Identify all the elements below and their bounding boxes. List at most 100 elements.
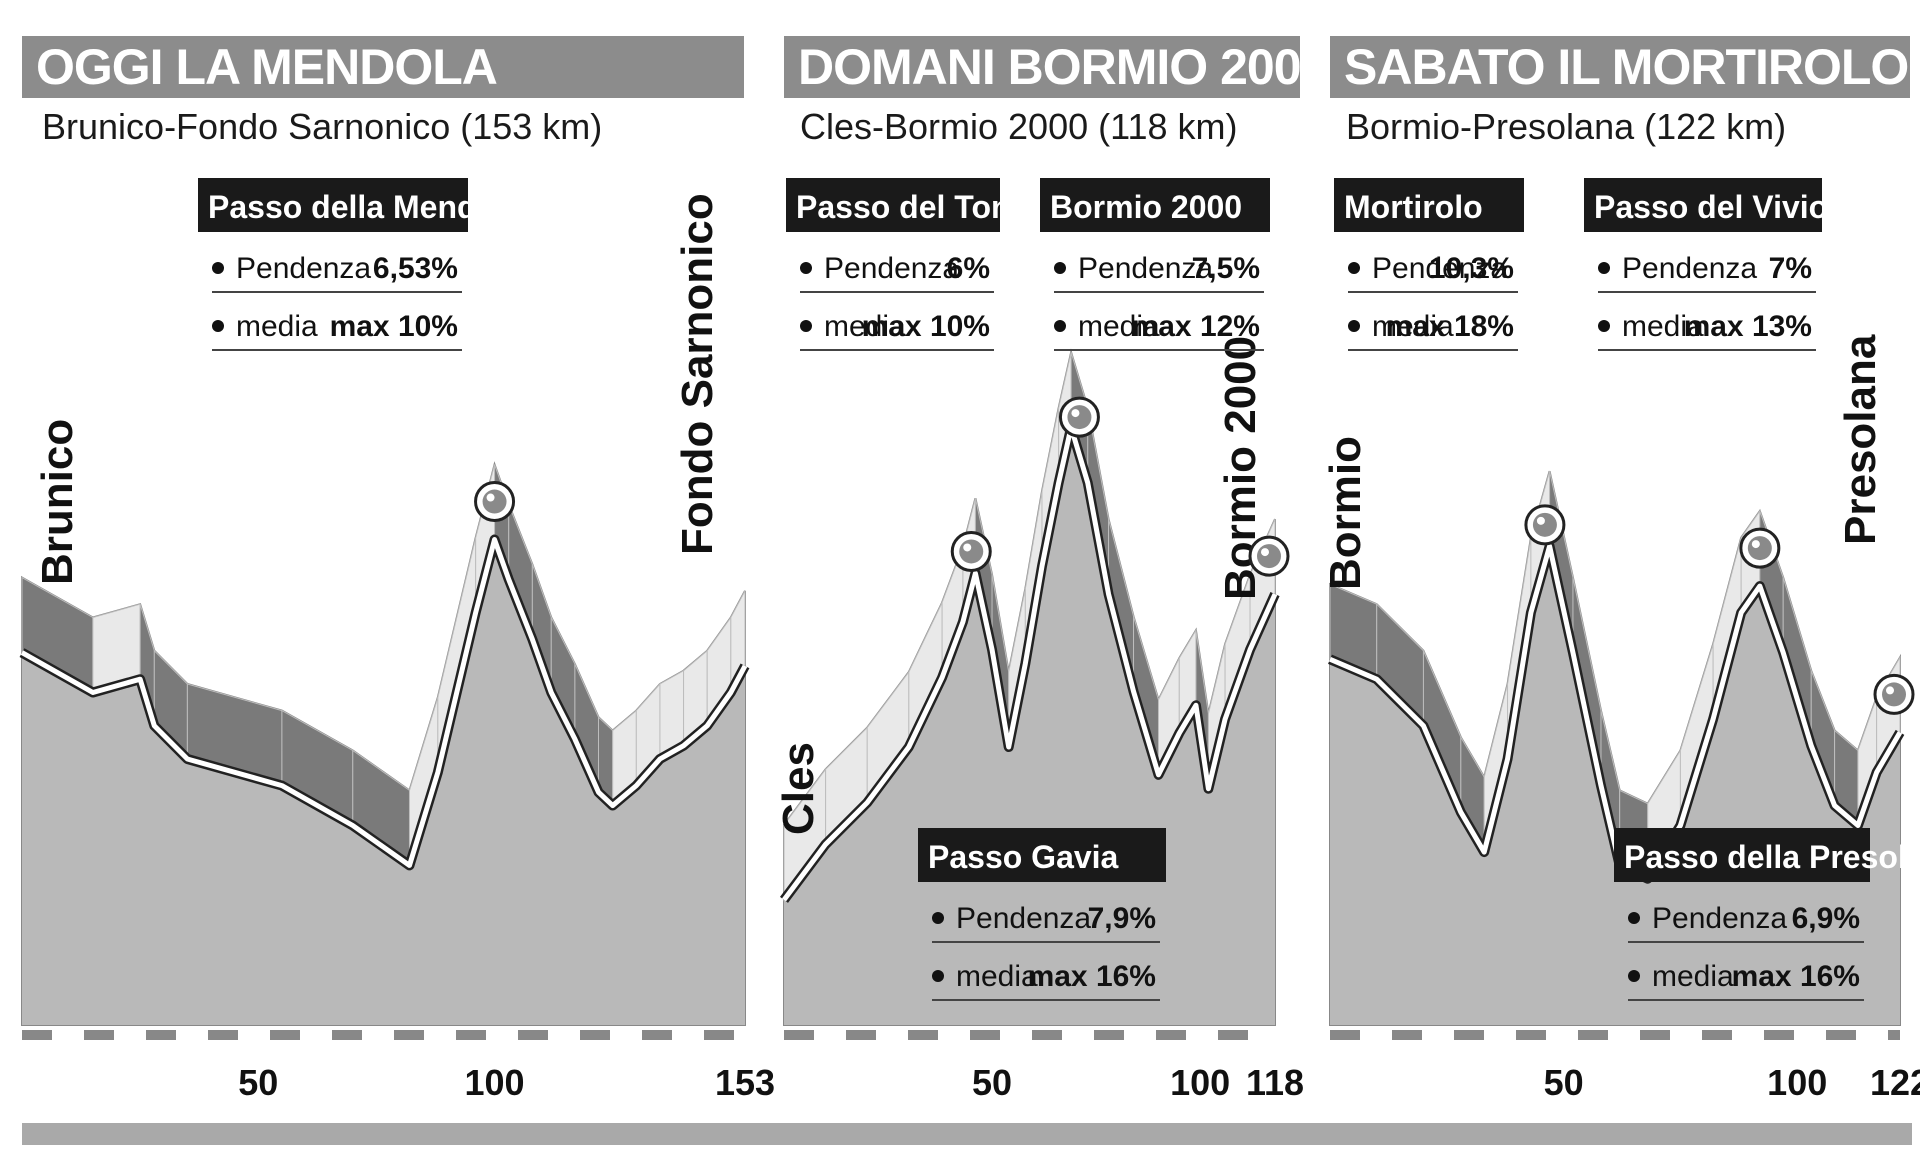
- x-tick-label: 118: [1246, 1062, 1304, 1103]
- climb-marker-core: [1257, 544, 1281, 569]
- bullet-icon: [932, 970, 944, 982]
- climb-name-bg: [1334, 178, 1524, 232]
- climb-marker-shine: [1536, 516, 1545, 525]
- finish-town-label: Presolana: [1836, 334, 1885, 545]
- x-tick-label: 50: [972, 1062, 1012, 1103]
- climb-info-box: Passo della Mendola Pendenza 6,53% media max…: [198, 178, 523, 351]
- pendenza-value: 7,9%: [1088, 902, 1156, 935]
- climb-marker-core: [1532, 512, 1557, 537]
- max-value: max 10%: [862, 310, 990, 343]
- x-tick-label: 100: [1767, 1062, 1827, 1103]
- media-label: media: [824, 310, 906, 343]
- max-value: max 10%: [330, 310, 458, 343]
- max-value: max 18%: [1386, 310, 1514, 343]
- stage-subtitle: Bormio-Presolana (122 km): [1346, 106, 1787, 147]
- start-town-label: Brunico: [33, 419, 82, 585]
- climb-marker-shine: [963, 543, 972, 552]
- pendenza-value: 7,5%: [1192, 252, 1260, 285]
- pendenza-label: Pendenza: [236, 252, 371, 285]
- climb-name: Passo del Vivione: [1594, 189, 1866, 225]
- x-tick-label: 50: [1544, 1062, 1584, 1103]
- climb-name: Passo del Tonale: [796, 189, 1055, 225]
- climb-name-bg: [1584, 178, 1822, 232]
- stage-panel-bormio-2000: DOMANI BORMIO 2000 Cles-Bormio 2000 (118…: [770, 0, 1310, 1159]
- stage-subtitle: Brunico-Fondo Sarnonico (153 km): [42, 106, 603, 147]
- media-label: media: [1078, 310, 1160, 343]
- bullet-icon: [1598, 262, 1610, 274]
- media-label: media: [1622, 310, 1704, 343]
- bullet-icon: [1348, 320, 1360, 332]
- stage-title: OGGI LA MENDOLA: [22, 36, 744, 98]
- pendenza-value: 7%: [1769, 252, 1812, 285]
- finish-town-label: Fondo Sarnonico: [673, 193, 722, 555]
- stage-title: SABATO IL MORTIROLO: [1330, 36, 1910, 98]
- start-town-label: Bormio: [1321, 436, 1370, 590]
- pendenza-value: 10,3%: [1429, 252, 1514, 285]
- climb-name-bg: [786, 178, 1000, 232]
- climb-marker-shine: [1751, 540, 1760, 549]
- media-label: media: [1372, 310, 1454, 343]
- max-value: max 16%: [1028, 960, 1156, 993]
- climb-marker-core: [1067, 405, 1092, 430]
- pendenza-value: 6%: [947, 252, 990, 285]
- route-line: [20, 537, 748, 868]
- pendenza-label: Pendenza: [1078, 252, 1213, 285]
- terrain-front: [1330, 546, 1900, 1025]
- bullet-icon: [932, 912, 944, 924]
- climb-marker-core: [959, 539, 984, 564]
- route-line: [781, 424, 1278, 902]
- bullet-icon: [1054, 320, 1066, 332]
- climb-name: Passo Gavia: [928, 839, 1119, 875]
- climb-marker-core: [1747, 536, 1772, 561]
- elevation-chart: 50 100 122 Bormio Presolana Mortirolo Pendenza…: [1321, 178, 1920, 1103]
- media-label: media: [956, 960, 1038, 993]
- media-label: media: [1652, 960, 1734, 993]
- climb-name-bg: [918, 828, 1166, 882]
- climb-name-bg: [198, 178, 468, 232]
- stage-subtitle: Cles-Bormio 2000 (118 km): [800, 106, 1238, 147]
- bullet-icon: [212, 262, 224, 274]
- climb-name: Passo della Presolana: [1624, 839, 1920, 875]
- bullet-icon: [1054, 262, 1066, 274]
- max-value: max 16%: [1732, 960, 1860, 993]
- climb-name-bg: [1614, 828, 1870, 882]
- bullet-icon: [212, 320, 224, 332]
- climb-marker-shine: [1261, 548, 1269, 557]
- pendenza-label: Pendenza: [824, 252, 959, 285]
- terrain-front: [22, 539, 745, 1025]
- max-value: max 13%: [1684, 310, 1812, 343]
- footer-divider: [22, 1123, 1912, 1145]
- climb-marker-core: [482, 489, 507, 514]
- x-tick-label: 153: [715, 1062, 775, 1103]
- pendenza-value: 6,53%: [373, 252, 458, 285]
- stage-panel-mendola: OGGI LA MENDOLA Brunico-Fondo Sarnonico …: [0, 0, 775, 1159]
- bullet-icon: [1628, 970, 1640, 982]
- climb-marker-shine: [486, 493, 495, 502]
- x-tick-label: 100: [1170, 1062, 1230, 1103]
- pendenza-value: 6,9%: [1792, 902, 1860, 935]
- bullet-icon: [1348, 262, 1360, 274]
- bullet-icon: [1628, 912, 1640, 924]
- max-value: max 12%: [1132, 310, 1260, 343]
- climb-name-bg: [1040, 178, 1270, 232]
- climb-marker-shine: [1886, 686, 1894, 695]
- pendenza-label: Pendenza: [1372, 252, 1507, 285]
- climb-marker-shine: [1071, 409, 1080, 418]
- pendenza-label: Pendenza: [1652, 902, 1787, 935]
- bullet-icon: [1598, 320, 1610, 332]
- climb-marker-core: [1882, 682, 1906, 707]
- stage-panel-mortirolo: SABATO IL MORTIROLO Bormio-Presolana (12…: [1320, 0, 1920, 1159]
- stage-title: DOMANI BORMIO 2000: [784, 36, 1300, 98]
- x-tick-label: 50: [238, 1062, 278, 1103]
- start-town-label: Cles: [774, 742, 823, 835]
- media-label: media: [236, 310, 318, 343]
- pendenza-label: Pendenza: [956, 902, 1091, 935]
- climb-name: Passo della Mendola: [208, 189, 523, 225]
- pendenza-label: Pendenza: [1622, 252, 1757, 285]
